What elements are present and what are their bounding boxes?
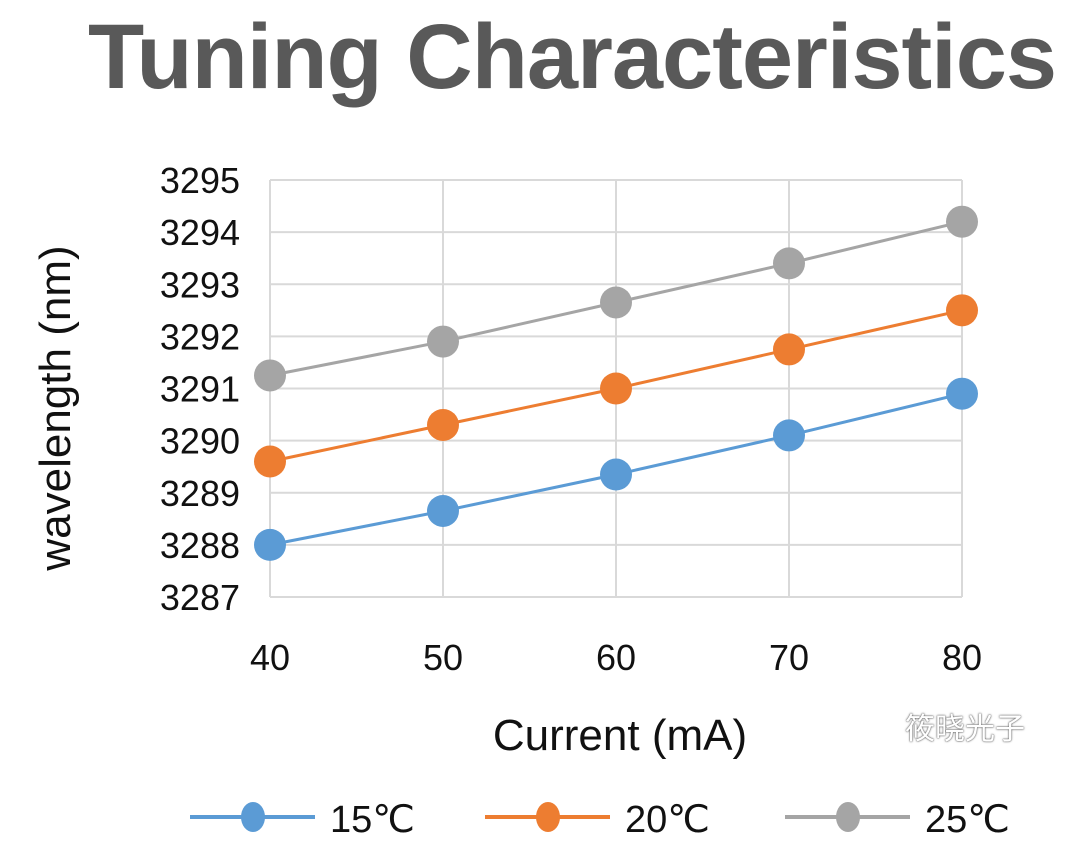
chart-title: Tuning Characteristics xyxy=(88,6,1057,108)
y-tick-label: 3291 xyxy=(160,369,240,410)
legend-label: 25℃ xyxy=(925,799,1010,841)
legend-label: 20℃ xyxy=(625,799,710,841)
x-tick-label: 70 xyxy=(769,637,809,678)
data-point xyxy=(254,359,286,392)
legend-marker xyxy=(241,802,265,832)
legend-marker xyxy=(836,802,860,832)
data-point xyxy=(946,377,978,410)
data-point xyxy=(600,458,632,491)
x-tick-label: 80 xyxy=(942,637,982,678)
x-tick-label: 40 xyxy=(250,637,290,678)
legend: 15℃ 20℃ 25℃ xyxy=(190,799,1010,841)
legend-item: 25℃ xyxy=(785,799,1010,841)
y-tick-labels: 3287 3288 3289 3290 3291 3292 3293 3294 3295 xyxy=(160,160,240,618)
data-point xyxy=(946,205,978,238)
series-1 xyxy=(254,294,978,478)
data-point xyxy=(254,445,286,478)
x-axis-label: Current (mA) xyxy=(493,711,747,760)
data-point xyxy=(600,286,632,319)
data-point xyxy=(427,494,459,527)
y-tick-label: 3290 xyxy=(160,421,240,462)
y-tick-label: 3294 xyxy=(160,212,240,253)
y-tick-label: 3289 xyxy=(160,473,240,514)
legend-item: 15℃ xyxy=(190,799,415,841)
data-point xyxy=(600,372,632,405)
series-0 xyxy=(254,377,978,561)
data-point xyxy=(773,419,805,452)
watermark: 筱晓光子 xyxy=(905,712,1025,747)
data-point xyxy=(427,408,459,441)
data-point xyxy=(773,247,805,280)
y-tick-label: 3295 xyxy=(160,160,240,201)
x-tick-label: 50 xyxy=(423,637,463,678)
series-group xyxy=(254,205,978,561)
y-axis-label: wavelength (nm) xyxy=(31,245,80,571)
y-tick-label: 3287 xyxy=(160,577,240,618)
data-point xyxy=(427,325,459,358)
data-point xyxy=(946,294,978,327)
y-tick-label: 3288 xyxy=(160,525,240,566)
legend-item: 20℃ xyxy=(485,799,710,841)
data-point xyxy=(773,333,805,366)
series-2 xyxy=(254,205,978,392)
x-tick-label: 60 xyxy=(596,637,636,678)
legend-marker xyxy=(536,802,560,832)
y-tick-label: 3293 xyxy=(160,264,240,305)
data-point xyxy=(254,528,286,561)
x-tick-labels: 40 50 60 70 80 xyxy=(250,637,982,678)
legend-label: 15℃ xyxy=(330,799,415,841)
y-tick-label: 3292 xyxy=(160,316,240,357)
